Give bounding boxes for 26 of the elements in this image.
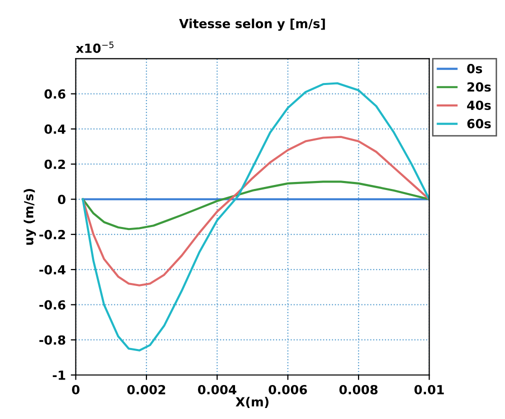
x-axis-title: X(m) (236, 396, 268, 408)
y-tick-label: 0.4 (44, 124, 66, 134)
x-tick-label: 0.01 (414, 384, 444, 394)
line-series (82, 136, 430, 286)
y-axis-title: uy (m/s) (24, 188, 36, 245)
y-tick-label: -0.2 (39, 230, 65, 240)
text: x10$^{−5}$ (76, 42, 114, 53)
y-tick-label: 0.6 (44, 89, 66, 99)
legend-label: 60s (467, 118, 491, 128)
line-series (82, 82, 430, 352)
line-series (82, 180, 430, 230)
y-tick-label: -0.4 (39, 265, 66, 274)
y-tick-label: 0 (58, 194, 66, 204)
x-tick-label: 0.002 (127, 384, 166, 394)
chart-title: Vitesse selon y [m/s] (179, 18, 325, 31)
x-tick-label: 0.008 (339, 384, 378, 394)
x-tick-label: 0.004 (198, 384, 236, 394)
legend-label: 20s (468, 82, 491, 92)
y-tick-label: -1 (52, 370, 66, 380)
y-tick-label: -0.8 (39, 335, 66, 345)
x-tick-label: 0 (72, 384, 80, 394)
y-tick-label: -0.6 (39, 300, 66, 310)
legend-label: 0s (467, 64, 482, 74)
legend-label: 40s (467, 100, 491, 110)
x-tick-label: 0.006 (268, 384, 307, 394)
y-tick-label: 0.2 (44, 160, 65, 170)
